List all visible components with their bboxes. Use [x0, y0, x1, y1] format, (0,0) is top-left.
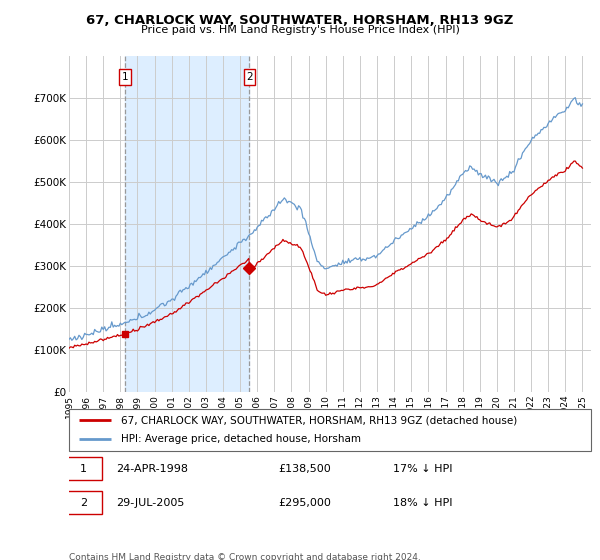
Text: 2: 2: [80, 498, 87, 508]
Text: £295,000: £295,000: [278, 498, 331, 508]
Bar: [125, 56, 250, 392]
Text: 67, CHARLOCK WAY, SOUTHWATER, HORSHAM, RH13 9GZ (detached house): 67, CHARLOCK WAY, SOUTHWATER, HORSHAM, R…: [121, 415, 517, 425]
Text: 18% ↓ HPI: 18% ↓ HPI: [392, 498, 452, 508]
Text: 67, CHARLOCK WAY, SOUTHWATER, HORSHAM, RH13 9GZ: 67, CHARLOCK WAY, SOUTHWATER, HORSHAM, R…: [86, 14, 514, 27]
FancyBboxPatch shape: [65, 491, 103, 515]
FancyBboxPatch shape: [69, 409, 591, 451]
Text: 2: 2: [246, 72, 253, 82]
Text: 1: 1: [122, 72, 128, 82]
Text: 24-APR-1998: 24-APR-1998: [116, 464, 188, 474]
Text: 29-JUL-2005: 29-JUL-2005: [116, 498, 184, 508]
Text: 1: 1: [80, 464, 87, 474]
Text: HPI: Average price, detached house, Horsham: HPI: Average price, detached house, Hors…: [121, 435, 361, 445]
Text: Price paid vs. HM Land Registry's House Price Index (HPI): Price paid vs. HM Land Registry's House …: [140, 25, 460, 35]
Text: Contains HM Land Registry data © Crown copyright and database right 2024.
This d: Contains HM Land Registry data © Crown c…: [69, 553, 421, 560]
Text: £138,500: £138,500: [278, 464, 331, 474]
Text: 17% ↓ HPI: 17% ↓ HPI: [392, 464, 452, 474]
FancyBboxPatch shape: [65, 457, 103, 480]
